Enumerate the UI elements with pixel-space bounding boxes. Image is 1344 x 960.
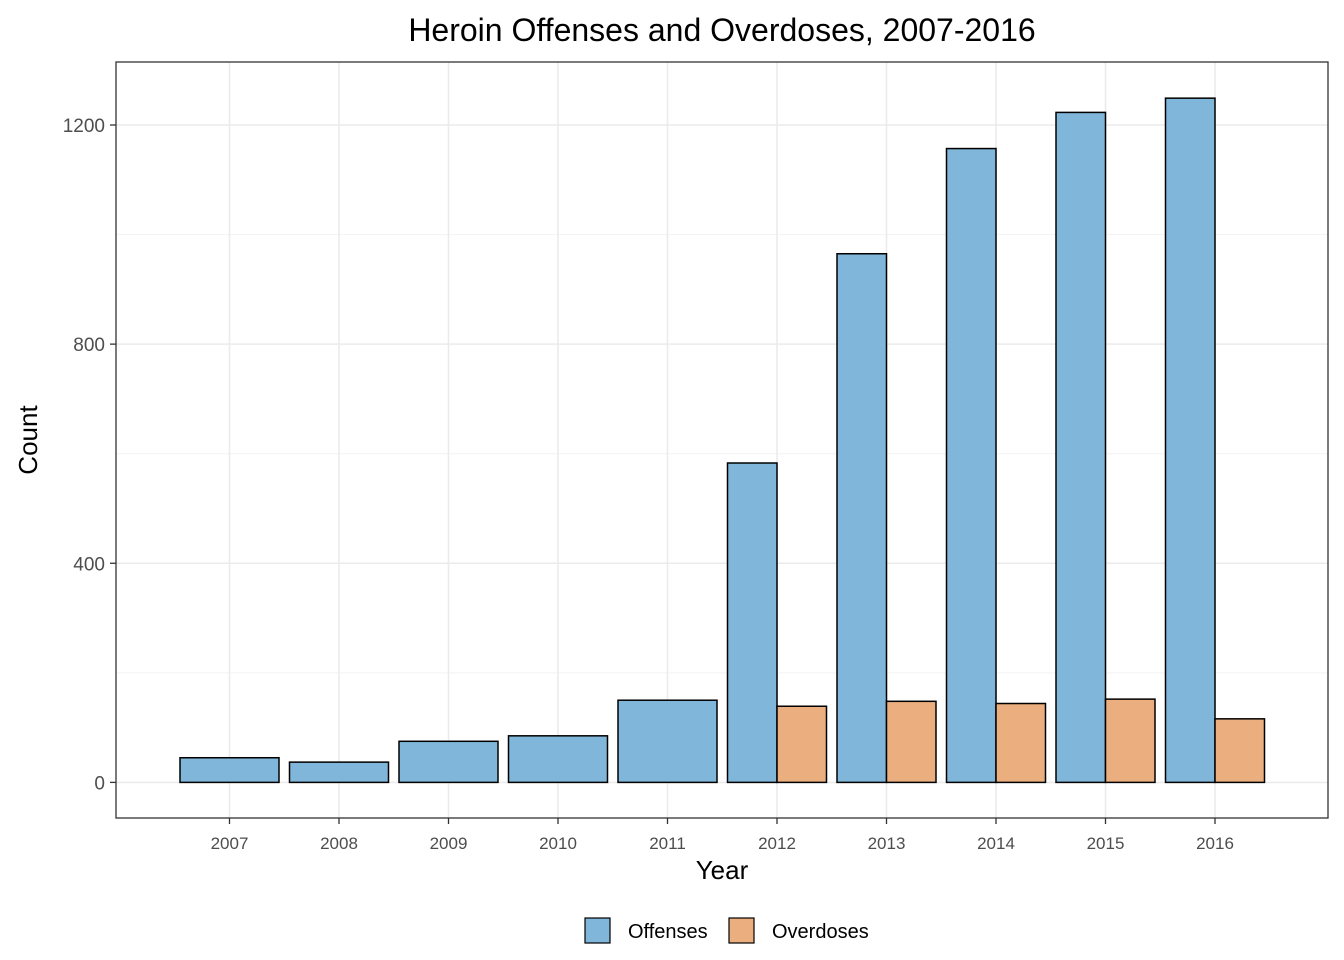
bar-offenses-2013	[836, 252, 888, 784]
x-tick-label: 2016	[1196, 834, 1234, 853]
chart-title: Heroin Offenses and Overdoses, 2007-2016	[408, 12, 1035, 48]
legend-label-offenses: Offenses	[628, 921, 708, 943]
bar-overdoses-2012	[776, 705, 828, 784]
y-tick-label: 0	[94, 773, 105, 794]
x-tick-label: 2008	[320, 834, 358, 853]
legend-swatch-offenses	[584, 917, 611, 944]
x-tick-label: 2013	[868, 834, 906, 853]
bar-overdoses-2015	[1104, 698, 1156, 784]
bar-offenses-2009	[398, 740, 499, 784]
axes: 0 400 800 1200 2007 2008 2009 2010 2011 2012 2013 2…	[63, 116, 1234, 853]
bar-overdoses-2016	[1214, 718, 1266, 784]
y-tick-label: 800	[73, 335, 105, 356]
bar-offenses-2014	[945, 147, 997, 784]
x-tick-label: 2010	[539, 834, 577, 853]
x-tick-label: 2014	[977, 834, 1015, 853]
x-tick-label: 2007	[211, 834, 249, 853]
bar-offenses-2011	[617, 699, 718, 784]
plot-border	[115, 61, 1329, 819]
legend: Offenses Overdoses	[584, 917, 869, 944]
legend-swatch-overdoses	[728, 917, 755, 944]
y-tick-label: 1200	[63, 116, 105, 137]
bar-offenses-2008	[288, 761, 390, 784]
bar-offenses-2010	[507, 735, 609, 784]
bar-overdoses-2013	[885, 700, 937, 784]
plot-background	[116, 62, 1328, 818]
bar-offenses-2016	[1164, 97, 1216, 784]
x-tick-label: 2009	[430, 834, 468, 853]
bar-overdoses-2014	[995, 702, 1047, 784]
y-tick-label: 400	[73, 554, 105, 575]
bar-offenses-2007	[179, 756, 280, 784]
bar-offenses-2015	[1055, 111, 1107, 784]
legend-label-overdoses: Overdoses	[772, 921, 869, 943]
x-tick-label: 2012	[758, 834, 796, 853]
bars	[179, 97, 1266, 784]
bar-offenses-2012	[726, 462, 778, 784]
x-tick-label: 2015	[1087, 834, 1125, 853]
x-axis-title: Year	[696, 855, 749, 885]
x-tick-label: 2011	[649, 834, 686, 853]
y-axis-title: Count	[13, 405, 43, 475]
